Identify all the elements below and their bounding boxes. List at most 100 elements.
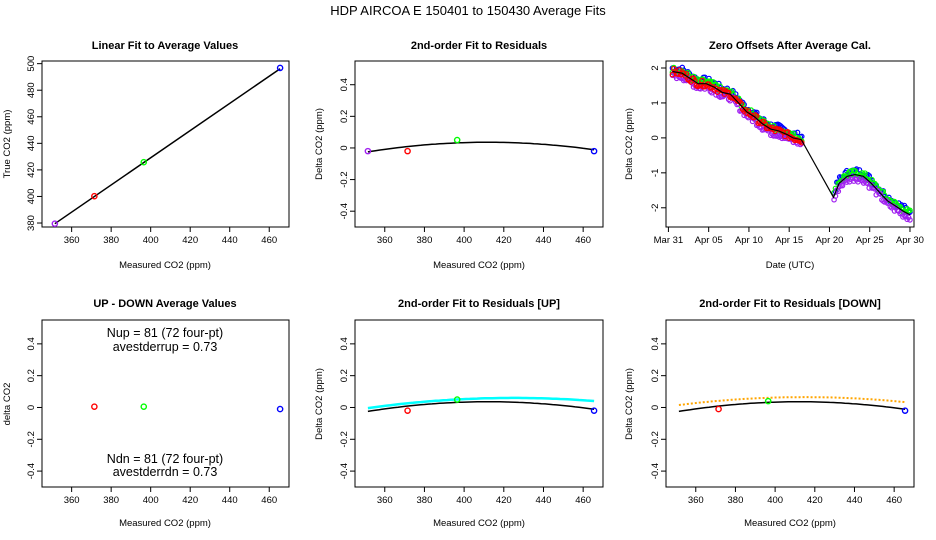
y-tick-label: -0.2 — [26, 431, 37, 447]
annotation-up-count: Nup = 81 (72 four-pt) — [107, 326, 223, 340]
y-tick-label: 0 — [339, 405, 350, 410]
y-tick-label: -1 — [650, 169, 661, 177]
y-tick-label: -0.2 — [339, 171, 350, 187]
axis-ticks: Mar 31 Apr 05 Apr 10 Apr 15 Apr 20 Apr 25 Apr … — [650, 65, 924, 246]
offset-point-red — [710, 84, 717, 90]
x-tick-label: 360 — [64, 235, 80, 246]
plot-frame — [41, 319, 290, 488]
offset-point-purple — [839, 182, 846, 189]
y-tick-label: 380 — [26, 215, 37, 231]
annotation-up-stderr: avestderrup = 0.73 — [113, 340, 218, 354]
x-axis-label: Measured CO2 (ppm) — [119, 260, 211, 271]
y-tick-label: 460 — [26, 109, 37, 125]
x-tick-label: Apr 10 — [735, 235, 763, 246]
annotation-down-stderr: avestderrdn = 0.73 — [113, 465, 218, 479]
offset-point-green — [862, 170, 868, 176]
y-tick-label: 0 — [26, 405, 37, 410]
x-tick-label: Apr 05 — [695, 235, 723, 246]
plot-marks — [669, 64, 913, 223]
x-tick-label: 460 — [886, 495, 902, 506]
offset-point-purple — [856, 176, 863, 183]
x-axis-label: Measured CO2 (ppm) — [433, 260, 525, 271]
x-tick-label: Mar 31 — [654, 235, 684, 246]
x-tick-label: 380 — [417, 235, 433, 246]
data-point-purple — [51, 220, 59, 227]
data-point-red — [91, 403, 98, 410]
x-tick-label: 360 — [377, 235, 393, 246]
y-tick-label: -0.4 — [26, 463, 37, 479]
x-tick-label: 380 — [417, 495, 433, 506]
data-point-blue — [590, 147, 598, 155]
data-point-blue — [276, 405, 284, 413]
y-tick-label: 0.4 — [650, 337, 661, 350]
y-tick-label: 0 — [650, 135, 661, 140]
y-tick-label: 420 — [26, 162, 37, 178]
x-axis-label: Measured CO2 (ppm) — [433, 518, 525, 529]
fit-line — [54, 68, 281, 225]
panel-title: 2nd-order Fit to Residuals [UP] — [398, 298, 560, 310]
y-tick-label: 1 — [650, 100, 661, 105]
fit-curve-black — [367, 141, 595, 153]
x-tick-label: 420 — [807, 495, 823, 506]
x-tick-label: 360 — [688, 495, 704, 506]
data-point-red — [404, 407, 411, 414]
y-tick-label: 0.4 — [339, 337, 350, 350]
annotation-down-count: Ndn = 81 (72 four-pt) — [107, 452, 223, 466]
y-tick-label: -0.4 — [339, 463, 350, 479]
y-axis-label: Delta CO2 (ppm) — [314, 108, 325, 180]
y-axis-label: True CO2 (ppm) — [2, 110, 13, 179]
axis-ticks: 360 380 400 420 440 460 -0.4 -0.2 0 0.2 0.4 — [339, 337, 591, 506]
y-tick-label: -0.4 — [339, 203, 350, 219]
x-tick-label: Apr 25 — [856, 235, 884, 246]
x-tick-label: 360 — [64, 495, 80, 506]
plot-marks — [91, 403, 284, 413]
offset-point-purple — [900, 214, 906, 220]
x-axis-label: Measured CO2 (ppm) — [744, 518, 836, 529]
offset-point-green — [859, 170, 865, 176]
panel-residual-fit: 2nd-order Fit to Residuals 360 380 400 420 4… — [314, 40, 604, 271]
x-tick-label: Apr 15 — [775, 235, 803, 246]
y-tick-label: 2 — [650, 65, 661, 70]
y-tick-label: -0.2 — [339, 431, 350, 447]
y-axis-label: delta CO2 — [2, 383, 13, 426]
y-axis-label: Delta CO2 (ppm) — [314, 368, 325, 440]
plot-frame — [41, 60, 290, 228]
x-tick-label: 420 — [496, 495, 512, 506]
panel-residual-fit-up: 2nd-order Fit to Residuals [UP] 360 380 40… — [314, 298, 604, 529]
data-point-green — [140, 158, 148, 166]
figure-title: HDP AIRCOA E 150401 to 150430 Average Fi… — [330, 3, 606, 18]
x-tick-label: Apr 20 — [815, 235, 843, 246]
panel-zero-offsets: Zero Offsets After Average Cal. Mar 31 Ap… — [624, 40, 924, 271]
panel-title: Zero Offsets After Average Cal. — [709, 40, 871, 52]
x-tick-label: 440 — [222, 235, 238, 246]
plot-frame — [354, 319, 604, 488]
y-tick-label: 0 — [650, 405, 661, 410]
x-tick-label: Apr 30 — [896, 235, 924, 246]
axis-ticks: 360 380 400 420 440 460 -0.4 -0.2 0 0.2 0.4 — [26, 337, 277, 506]
panel-title: 2nd-order Fit to Residuals — [411, 40, 547, 52]
y-tick-label: -2 — [650, 204, 661, 212]
y-axis-label: Delta CO2 (ppm) — [624, 108, 635, 180]
plot-frame — [354, 60, 604, 228]
x-tick-label: 440 — [222, 495, 238, 506]
offset-point-red — [699, 77, 705, 84]
x-tick-label: 440 — [847, 495, 863, 506]
y-tick-label: 0.2 — [26, 369, 37, 382]
plot-frame — [665, 319, 915, 488]
offset-point-purple — [713, 92, 719, 98]
x-tick-label: 360 — [377, 495, 393, 506]
y-tick-label: 440 — [26, 135, 37, 151]
panel-title: 2nd-order Fit to Residuals [DOWN] — [699, 298, 881, 310]
y-tick-label: -0.4 — [650, 463, 661, 479]
y-tick-label: 0.4 — [339, 78, 350, 91]
plot-marks — [367, 396, 598, 414]
x-tick-label: 420 — [182, 495, 198, 506]
panel-title: Linear Fit to Average Values — [92, 40, 239, 52]
y-tick-label: 480 — [26, 82, 37, 98]
x-tick-label: 400 — [143, 495, 159, 506]
x-tick-label: 460 — [575, 495, 591, 506]
x-tick-label: 380 — [103, 495, 119, 506]
data-point-green — [453, 136, 461, 144]
plot-marks — [678, 396, 909, 414]
